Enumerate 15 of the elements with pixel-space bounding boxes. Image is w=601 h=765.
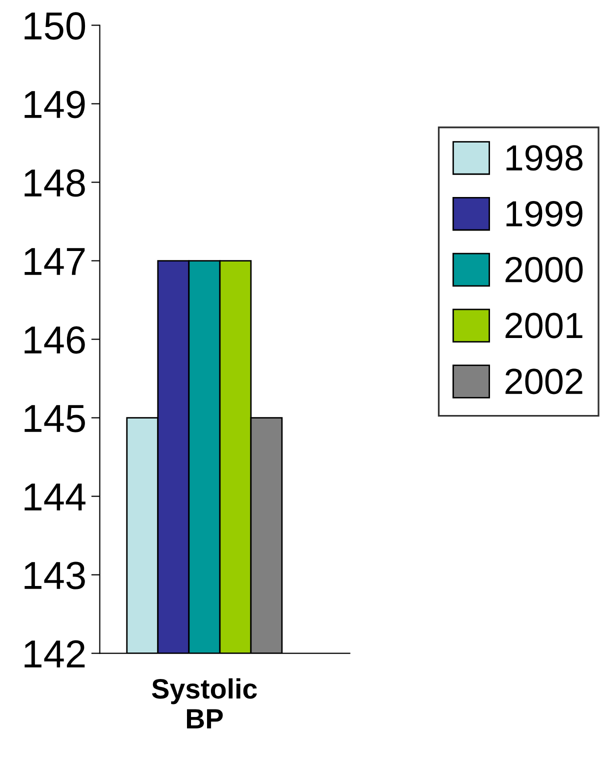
y-tick-label: 145 xyxy=(24,405,85,432)
legend-label: 1998 xyxy=(506,145,583,171)
y-tick-label: 149 xyxy=(24,90,85,118)
legend-label: 2001 xyxy=(506,312,582,338)
y-tick-label: 148 xyxy=(24,169,85,197)
y-tick-label: 143 xyxy=(24,562,85,590)
x-tick-label: Systolic BP xyxy=(152,678,257,728)
legend-label: 1999 xyxy=(506,200,582,227)
y-tick-label: 144 xyxy=(24,484,86,510)
y-tick-label: 147 xyxy=(24,248,85,275)
y-tick-label: 142 xyxy=(24,640,85,668)
legend-label: 2002 xyxy=(506,368,582,394)
y-tick-label: 150 xyxy=(24,12,86,40)
legend-label: 2000 xyxy=(506,256,583,282)
y-tick-label: 146 xyxy=(24,326,85,354)
